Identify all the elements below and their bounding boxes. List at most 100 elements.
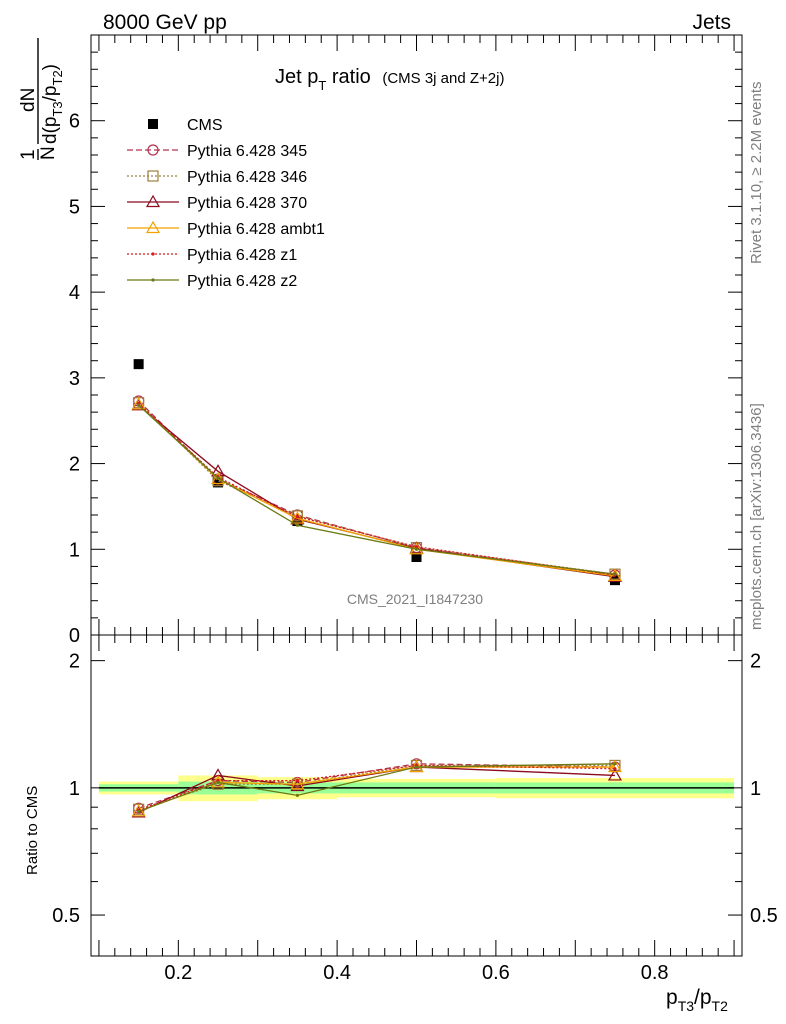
main-plot: 0 1 2 3 4 5 6 xyxy=(69,34,743,647)
legend-label: Pythia 6.428 346 xyxy=(187,169,307,186)
main-ytick-label: 2 xyxy=(69,454,80,476)
ratio-point xyxy=(607,759,623,773)
main-point xyxy=(414,547,419,551)
legend-entry-5: Pythia 6.428 z1 xyxy=(127,247,297,264)
header-left: 8000 GeV pp xyxy=(103,11,227,34)
legend-marker xyxy=(147,144,159,156)
legend-entry-2: Pythia 6.428 346 xyxy=(127,169,307,186)
main-series-line xyxy=(138,403,616,577)
main-series-0 xyxy=(133,359,620,586)
legend-label: Pythia 6.428 370 xyxy=(187,195,307,212)
legend-label: Pythia 6.428 345 xyxy=(187,143,307,160)
main-ytick-label: 0 xyxy=(69,625,80,647)
main-ytick-label: 5 xyxy=(69,196,80,218)
xlabel-p: p xyxy=(666,986,678,1009)
legend-entry-1: Pythia 6.428 345 xyxy=(127,143,307,160)
main-series-6 xyxy=(137,403,617,576)
mcplots-label: mcplots.cern.ch [arXiv:1306.3436] xyxy=(748,403,765,630)
legend-marker xyxy=(147,170,159,182)
svg-text:d(pT3/pT2): d(pT3/pT2) xyxy=(40,64,65,144)
legend-marker xyxy=(151,278,155,282)
legend: CMS Pythia 6.428 345 Pythia 6.428 346 Pythi… xyxy=(127,117,325,290)
xtick-label: 0.4 xyxy=(323,962,351,984)
ylabel-num: 1 xyxy=(18,149,39,160)
main-point xyxy=(216,476,220,480)
legend-label: Pythia 6.428 z1 xyxy=(187,247,297,264)
main-series-5 xyxy=(137,401,617,577)
main-series-line xyxy=(138,404,616,578)
legend-label: Pythia 6.428 ambt1 xyxy=(187,221,325,238)
ylabel-mid: /p xyxy=(40,86,61,102)
ratio-point xyxy=(290,778,305,792)
main-series-2 xyxy=(133,397,621,580)
svg-text:Jet pT ratio (CMS 3j and: Jet pT ratio (CMS 3j and Z+2j) xyxy=(275,66,504,93)
main-series-3 xyxy=(131,398,623,582)
main-point xyxy=(295,515,300,519)
main-point xyxy=(411,552,422,562)
ratio-point xyxy=(613,767,617,771)
xlabel-s1: T3 xyxy=(678,998,695,1014)
legend-entry-3: Pythia 6.428 370 xyxy=(127,194,307,212)
ratio-ytick-label: 2 xyxy=(69,651,80,673)
xlabel-mid: /p xyxy=(694,986,712,1009)
legend-label: CMS xyxy=(187,117,223,134)
legend-entry-4: Pythia 6.428 ambt1 xyxy=(127,220,325,238)
ylabel-s2: T2 xyxy=(50,70,65,85)
main-series-4 xyxy=(131,397,623,581)
ratio-ytick-label-right: 2 xyxy=(750,651,761,673)
analysis-id: CMS_2021_I1847230 xyxy=(347,591,483,607)
xlabel-s2: T2 xyxy=(712,998,729,1014)
ratio-ylabel: Ratio to CMS xyxy=(24,786,41,875)
ratio-point xyxy=(216,780,220,785)
ratio-plot-frame xyxy=(90,634,743,957)
xtick-label: 0.6 xyxy=(482,962,510,984)
ratio-point xyxy=(414,765,419,769)
title-tail: ratio xyxy=(326,66,370,88)
xlabel: pT3/pT2 xyxy=(666,986,728,1014)
ratio-ytick-label: 1 xyxy=(69,778,80,800)
title-sub: T xyxy=(318,78,326,93)
ylabel-frac-num: dN xyxy=(18,88,39,112)
main-point xyxy=(133,359,144,370)
legend-marker xyxy=(148,119,158,129)
ratio-point xyxy=(295,793,300,797)
ratio-point xyxy=(613,762,617,766)
main-point xyxy=(613,572,617,576)
main-ytick-label: 3 xyxy=(69,368,80,390)
ratio-series-line xyxy=(138,766,616,813)
main-point xyxy=(414,545,419,549)
legend-marker xyxy=(145,194,161,208)
legend-entry-6: Pythia 6.428 z2 xyxy=(127,273,297,290)
xtick-label: 0.2 xyxy=(164,962,192,984)
legend-marker xyxy=(145,220,161,234)
main-point xyxy=(131,397,146,410)
ratio-ytick-label: 0.5 xyxy=(52,905,80,927)
legend-entry-0: CMS xyxy=(148,117,223,134)
title-small: (CMS 3j and Z+2j) xyxy=(382,70,504,87)
legend-marker xyxy=(151,252,155,256)
main-series-line xyxy=(138,400,616,576)
ratio-plot: 0.5 0.5 1 1 2 2 0.2 0.4 0.6 0.8 xyxy=(52,634,778,984)
main-series-line xyxy=(138,402,616,575)
ratio-series-5 xyxy=(137,762,617,813)
ratio-point xyxy=(137,809,141,813)
ylabel-s1: T3 xyxy=(50,101,65,116)
main-ytick-label: 4 xyxy=(69,282,80,304)
main-ytick-label: 1 xyxy=(69,539,80,561)
title-main: Jet p xyxy=(275,66,318,88)
main-ytick-label: 6 xyxy=(69,111,80,133)
ylabel-den: N xyxy=(38,146,59,160)
main-ylabel: 1 N dN d(pT3/pT2) xyxy=(18,38,65,160)
ratio-point xyxy=(295,779,300,783)
main-series-line xyxy=(138,403,616,576)
plot-title: Jet pT ratio (CMS 3j and Z+2j) xyxy=(275,66,504,93)
ylabel-frac-den: d(p xyxy=(40,117,61,144)
ratio-point xyxy=(607,768,623,781)
rivet-version-label: Rivet 3.1.10, ≥ 2.2M events xyxy=(748,82,765,265)
xtick-label: 0.8 xyxy=(641,962,669,984)
legend-label: Pythia 6.428 z2 xyxy=(187,273,297,290)
main-point xyxy=(210,471,226,485)
ratio-ytick-label-right: 0.5 xyxy=(750,905,778,927)
main-point xyxy=(137,403,141,407)
